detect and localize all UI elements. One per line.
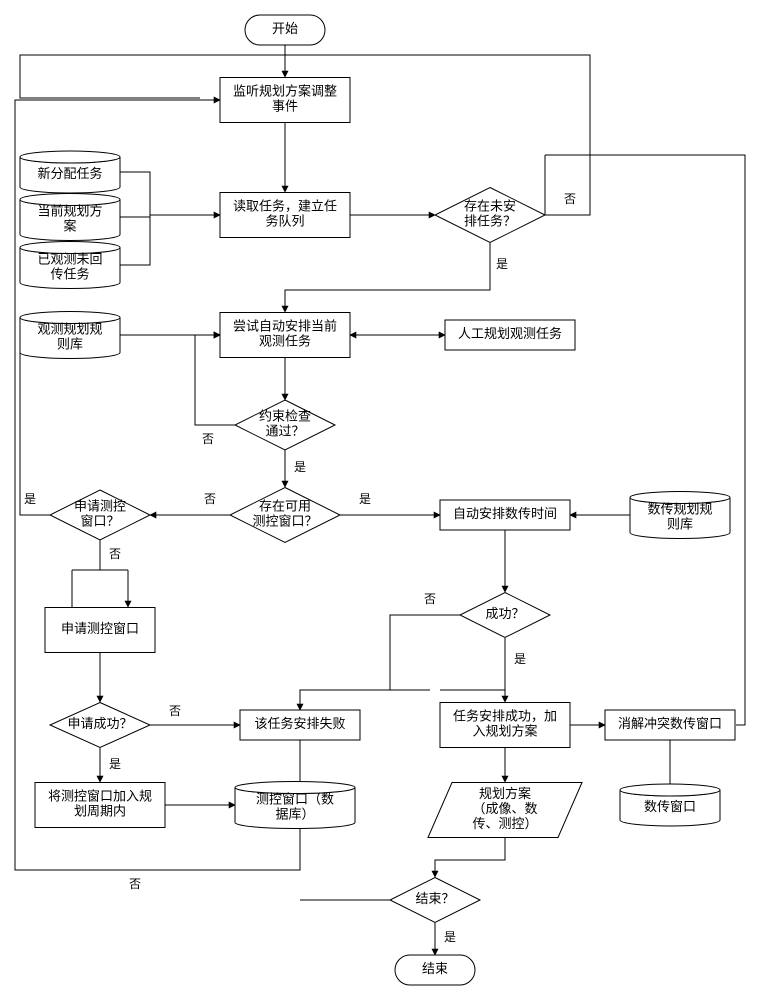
edge-2 — [120, 172, 150, 215]
svg-text:新分配任务: 新分配任务 — [37, 166, 102, 181]
node-ds_dt_window: 数传窗口 — [620, 784, 720, 826]
node-auto_dt: 自动安排数传时间 — [440, 500, 570, 530]
svg-text:自动安排数传时间: 自动安排数传时间 — [453, 506, 557, 521]
node-end: 结束 — [395, 955, 475, 985]
node-read_task: 读取任务，建立任务队列 — [220, 193, 350, 238]
svg-text:存在未安排任务？: 存在未安排任务？ — [464, 199, 516, 229]
flowchart-canvas: 是否否是否是是否否是否是否是开始监听规划方案调整事件新分配任务当前规划方案已观测… — [0, 0, 757, 1000]
edge-label-18: 否 — [109, 547, 121, 561]
svg-text:申请测控窗口？: 申请测控窗口？ — [74, 499, 126, 529]
edge-label-25: 是 — [514, 652, 526, 666]
svg-text:结束？: 结束？ — [415, 891, 454, 906]
edge-28 — [440, 690, 505, 702]
node-manual_obs: 人工规划观测任务 — [445, 320, 575, 350]
node-task_fail: 该任务安排失败 — [240, 710, 360, 740]
svg-text:成功？: 成功？ — [485, 606, 524, 621]
svg-text:开始: 开始 — [272, 21, 298, 36]
svg-text:该任务安排失败: 该任务安排失败 — [254, 716, 345, 731]
node-ds_dt_rules: 数传规划规则库 — [630, 492, 730, 539]
node-auto_obs: 尝试自动安排当前观测任务 — [220, 313, 350, 358]
edge-label-7: 否 — [564, 192, 576, 206]
svg-text:申请测控窗口: 申请测控窗口 — [61, 621, 139, 636]
edge-6 — [285, 243, 490, 312]
node-dec_tc_window: 存在可用测控窗口？ — [230, 488, 340, 543]
edge-label-6: 是 — [496, 257, 508, 271]
node-add_tc: 将测控窗口加入规划周期内 — [35, 783, 165, 828]
node-ds_new: 新分配任务 — [20, 151, 120, 193]
node-ds_rules: 观测规划规则库 — [20, 312, 120, 359]
edge-label-14: 否 — [204, 492, 216, 506]
edge-36 — [435, 838, 505, 877]
svg-text:申请成功？: 申请成功？ — [67, 716, 132, 731]
svg-text:规划方案（成像、数传、测控）: 规划方案（成像、数传、测控） — [472, 786, 537, 831]
edge-label-12: 否 — [202, 432, 214, 446]
svg-text:消解冲突数传窗口: 消解冲突数传窗口 — [618, 716, 722, 731]
node-ds_cur: 当前规划方案 — [20, 194, 120, 241]
node-ds_obs_nr: 已观测未回传任务 — [20, 242, 120, 289]
edge-label-24: 否 — [424, 592, 436, 606]
edge-24 — [390, 615, 460, 690]
svg-text:数传窗口: 数传窗口 — [644, 799, 696, 814]
node-dec_apply_tc: 申请测控窗口？ — [50, 490, 150, 540]
edge-label-15: 是 — [359, 492, 371, 506]
node-dec_success: 成功？ — [460, 593, 550, 638]
node-listen: 监听规划方案调整事件 — [220, 78, 350, 123]
node-resolve_conflict: 消解冲突数传窗口 — [605, 710, 735, 740]
edge-4 — [120, 215, 220, 265]
edge-label-29: 否 — [169, 704, 181, 718]
svg-text:存在可用测控窗口？: 存在可用测控窗口？ — [252, 499, 317, 529]
svg-text:结束: 结束 — [422, 961, 448, 976]
edge-label-35: 否 — [129, 877, 141, 891]
edge-label-30: 是 — [109, 757, 121, 771]
edge-39 — [545, 155, 745, 725]
node-start: 开始 — [245, 15, 325, 45]
edge-label-38: 是 — [444, 930, 456, 944]
node-dec_unassigned: 存在未安排任务？ — [435, 188, 545, 243]
edge-27 — [300, 690, 430, 710]
svg-text:约束检查通过？: 约束检查通过？ — [259, 409, 311, 439]
node-plan_io: 规划方案（成像、数传、测控） — [428, 783, 582, 838]
node-task_ok: 任务安排成功，加入规划方案 — [440, 703, 570, 748]
node-ds_tc_db: 测控窗口（数据库） — [235, 782, 355, 829]
node-apply_tc: 申请测控窗口 — [45, 608, 155, 653]
edge-label-13: 是 — [294, 460, 306, 474]
edge-17 — [20, 335, 220, 515]
edge-label-17: 是 — [24, 492, 36, 506]
node-dec_apply_ok: 申请成功？ — [50, 703, 150, 748]
svg-text:人工规划观测任务: 人工规划观测任务 — [458, 326, 562, 341]
node-dec_end: 结束？ — [390, 878, 480, 923]
node-dec_constraint: 约束检查通过？ — [235, 400, 335, 450]
